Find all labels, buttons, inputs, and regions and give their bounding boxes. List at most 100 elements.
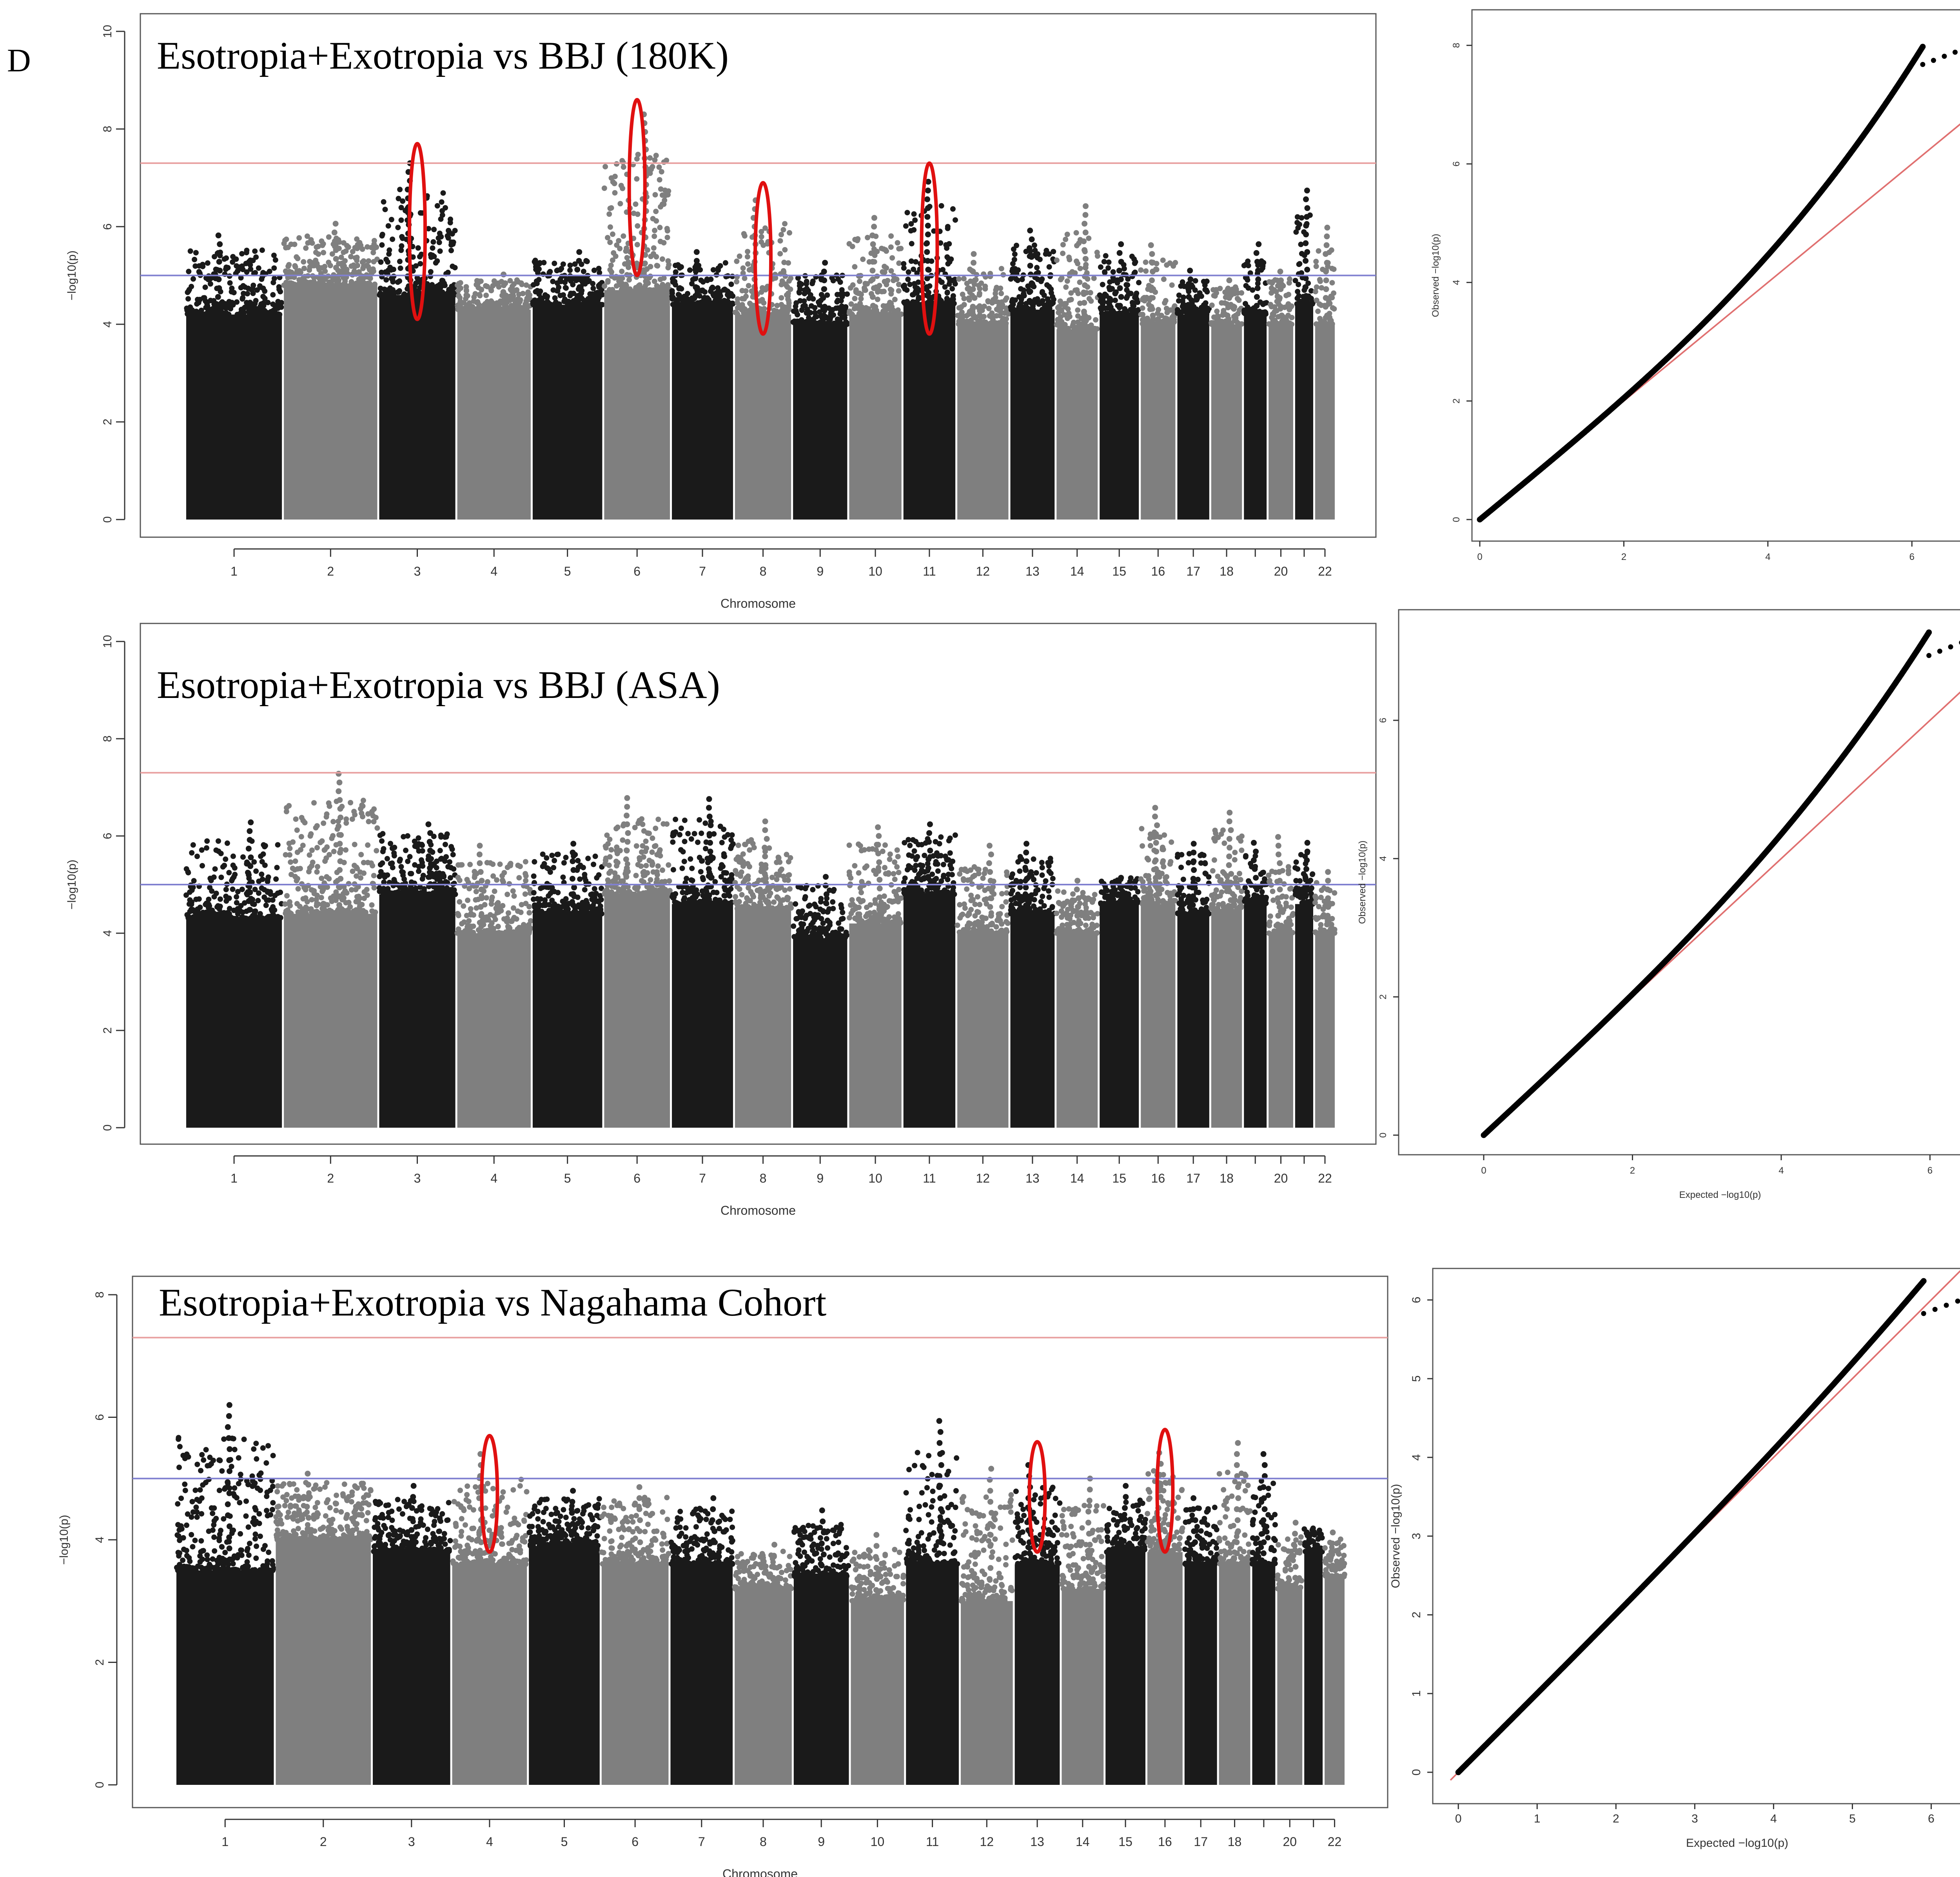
y-tick-label: 0 [101,516,114,523]
chromosome-band [532,305,603,520]
peak-points [425,821,433,898]
y-tick-label: 4 [101,321,114,328]
x-tick-label: 3 [414,564,421,578]
x-tick-label: 4 [1779,1165,1784,1176]
x-tick-label: 9 [817,1171,824,1185]
qq-plot-180k: 0 2 4 6 0 2 4 6 8 Observed −log10(p) [1430,9,1960,562]
peak-points [1148,242,1156,327]
chromosome-band [186,918,282,1128]
x-tick-label: 16 [1158,1835,1172,1849]
y-tick-label: 6 [93,1414,106,1421]
qq-plot-nagahama: 012345670123456Observed −log10(p)Expecte… [1389,1268,1960,1850]
y-tick-label: 1 [1410,1690,1423,1697]
peak-points [408,1483,417,1555]
x-tick-label: 15 [1112,564,1126,578]
x-tick-label: 3 [408,1835,415,1849]
peak-points [1190,1495,1198,1567]
x-tick-label: 22 [1318,564,1332,578]
chromosome-band [1315,933,1335,1128]
y-tick-label: 4 [1451,280,1462,285]
chromosome-points [791,1522,851,1579]
chromosome-band [1295,904,1313,1128]
chromosome-points [273,1480,374,1543]
y-tick-label: 0 [101,1125,114,1131]
chromosome-points [1138,826,1178,907]
chromosome-band [457,933,531,1128]
peak-points [873,1532,880,1604]
peak-points [476,843,485,936]
peak-points [568,1488,576,1549]
x-tick-label: 9 [818,1835,825,1849]
x-tick-label: 2 [327,564,334,578]
peak-points [304,1470,312,1543]
peak-points [1121,1483,1129,1555]
x-tick-label: 15 [1112,1171,1126,1185]
x-tick-label: 11 [923,1171,936,1185]
x-tick-label: 2 [320,1835,327,1849]
y-tick-label: 6 [101,223,114,230]
chromosome-points [1275,1534,1305,1592]
peak-points [569,841,577,917]
chromosome-band [284,285,377,520]
chromosome-points [1249,1478,1278,1567]
chromosome-band [793,324,848,520]
chromosome-band [672,305,733,520]
x-tick-label: 22 [1328,1835,1342,1849]
x-tick-label: 4 [486,1835,493,1849]
chromosome-band [284,914,377,1128]
x-tick-label: 1 [230,1171,238,1185]
chromosome-points [1054,888,1100,936]
x-tick-label: 8 [760,1835,767,1849]
peak-points [1275,834,1283,936]
qq-tail-points [1920,49,1958,67]
chromosome-points [668,1506,735,1567]
y-tick-label: 8 [1451,43,1462,48]
highlight-ellipse [753,181,773,336]
chromosome-band [849,923,902,1128]
x-tick-label: 11 [926,1835,939,1849]
y-tick-label: 3 [1410,1533,1423,1539]
peak-points [986,1466,995,1604]
peak-points [225,1402,233,1574]
x-tick-label: 6 [1928,1812,1935,1825]
x-tick-label: 14 [1070,564,1084,578]
chromosome-band [457,309,531,520]
peak-points [875,824,883,927]
chromosome-band [735,1589,792,1785]
x-tick-label: 10 [871,1835,885,1849]
plot-title: Esotropia+Exotropia vs BBJ (ASA) [157,663,720,707]
y-tick-label: 2 [101,419,114,425]
y-tick-label: 2 [101,1027,114,1034]
peak-points [1323,225,1330,327]
chromosome-band [1010,309,1055,520]
x-tick-label: 18 [1220,564,1234,578]
chromosome-band [672,904,733,1128]
chromosome-points [454,277,534,313]
x-tick-label: 3 [1691,1812,1698,1825]
y-tick-label: 5 [1410,1375,1423,1382]
peak-points [1116,241,1124,318]
qq-plot-asa: 0 2 4 6 0 2 4 6 Observed −log10(p) Expected −log1… [1357,609,1960,1200]
x-tick-label: 9 [817,564,824,578]
chromosome-points [1059,1503,1106,1592]
chromosome-band [1269,324,1293,520]
x-tick-label: 2 [327,1171,334,1185]
peak-points [1290,1519,1299,1592]
x-axis-title: Chromosome [720,596,796,611]
peak-points [1324,869,1331,936]
chromosome-band [1141,324,1176,520]
peak-points [770,1542,777,1592]
peak-points [1189,841,1197,917]
peak-points [245,819,254,922]
y-axis-title: Observed −log10(p) [1357,841,1368,924]
x-tick-label: 13 [1030,1835,1044,1849]
x-tick-label: 0 [1455,1812,1462,1825]
qq-points [1455,1278,1927,1775]
chromosome-points [281,233,380,288]
chromosome-points [1312,247,1337,327]
chromosome-band [1100,904,1139,1128]
peak-points [1023,841,1031,917]
y-axis-title: −log10(p) [58,1515,71,1565]
peak-points [500,271,508,313]
x-tick-label: 1 [230,564,238,578]
